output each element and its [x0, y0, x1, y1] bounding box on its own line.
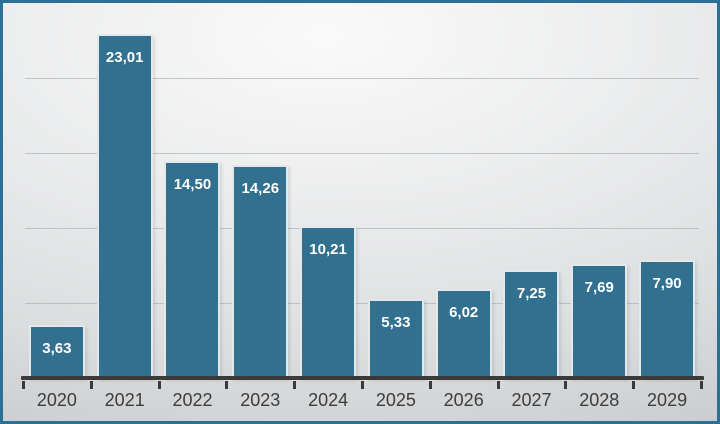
- bar-2021: 23,01: [96, 34, 153, 379]
- x-axis-tick: [564, 381, 568, 389]
- x-axis-tick: [361, 381, 364, 389]
- bar-2020: 3,63: [28, 325, 85, 379]
- bar-2024: 10,21: [300, 226, 357, 379]
- x-axis-label-2022: 2022: [172, 390, 213, 410]
- category-2026: 6,02: [430, 4, 498, 379]
- bar-value-label: 7,25: [516, 285, 547, 302]
- x-axis-label-2021: 2021: [104, 390, 145, 410]
- x-axis-line: [21, 376, 704, 380]
- bar-value-label: 7,90: [652, 275, 682, 292]
- bar-series: 3,63 23,01 14,50 14,26 10,21: [23, 4, 701, 379]
- x-axis-tick: [428, 381, 432, 389]
- bar-2029: 7,90: [639, 260, 696, 379]
- x-axis-label-2027: 2027: [511, 390, 552, 410]
- x-axis-tick: [225, 381, 229, 389]
- x-axis-label-2023: 2023: [240, 390, 281, 410]
- category-2023: 14,26: [226, 4, 294, 379]
- x-axis-label-2028: 2028: [579, 390, 620, 410]
- bar-2028: 7,69: [571, 264, 628, 379]
- gridline-10: [25, 228, 699, 229]
- bar-value-label: 14,50: [173, 176, 212, 193]
- bar-2027: 7,25: [503, 270, 560, 379]
- category-2025: 5,33: [362, 4, 430, 379]
- bar-2022: 14,50: [164, 161, 221, 379]
- x-axis-label-2025: 2025: [375, 390, 416, 410]
- category-2029: 7,90: [633, 4, 701, 379]
- category-2024: 10,21: [294, 4, 362, 379]
- bar-2023: 14,26: [232, 165, 289, 379]
- x-axis-tick: [89, 381, 93, 389]
- x-axis-tick: [22, 381, 25, 389]
- bar-value-label: 5,33: [381, 314, 411, 331]
- gridline-20: [25, 78, 699, 79]
- x-axis-tick: [293, 381, 297, 389]
- category-2020: 3,63: [23, 4, 91, 379]
- category-2027: 7,25: [498, 4, 566, 379]
- x-axis-tick: [496, 381, 500, 389]
- x-axis-label-2026: 2026: [443, 390, 484, 410]
- bar-value-label: 6,02: [449, 304, 479, 321]
- x-axis-label-2029: 2029: [647, 390, 688, 410]
- x-axis-tick: [632, 381, 636, 389]
- gridline-15: [25, 153, 699, 154]
- x-axis-label-2020: 2020: [36, 390, 77, 410]
- bar-value-label: 7,69: [584, 279, 614, 296]
- bar-value-label: 10,21: [309, 241, 347, 258]
- gridline-5: [25, 303, 699, 304]
- category-2028: 7,69: [565, 4, 633, 379]
- bar-2026: 6,02: [435, 289, 492, 379]
- bar-value-label: 3,63: [42, 340, 72, 357]
- bar-value-label: 23,01: [105, 49, 144, 66]
- bar-2025: 5,33: [367, 299, 424, 379]
- x-axis-label-2024: 2024: [308, 390, 349, 410]
- plot-area: 3,63 23,01 14,50 14,26 10,21: [21, 4, 704, 389]
- category-2021: 23,01: [91, 4, 159, 379]
- category-2022: 14,50: [159, 4, 227, 379]
- bar-value-label: 14,26: [241, 180, 280, 197]
- x-axis-tick: [157, 381, 161, 389]
- x-axis-tick: [700, 381, 703, 389]
- x-axis-labels: 2020 2021 2022 2023 2024 2025 2026 2027 …: [23, 389, 701, 411]
